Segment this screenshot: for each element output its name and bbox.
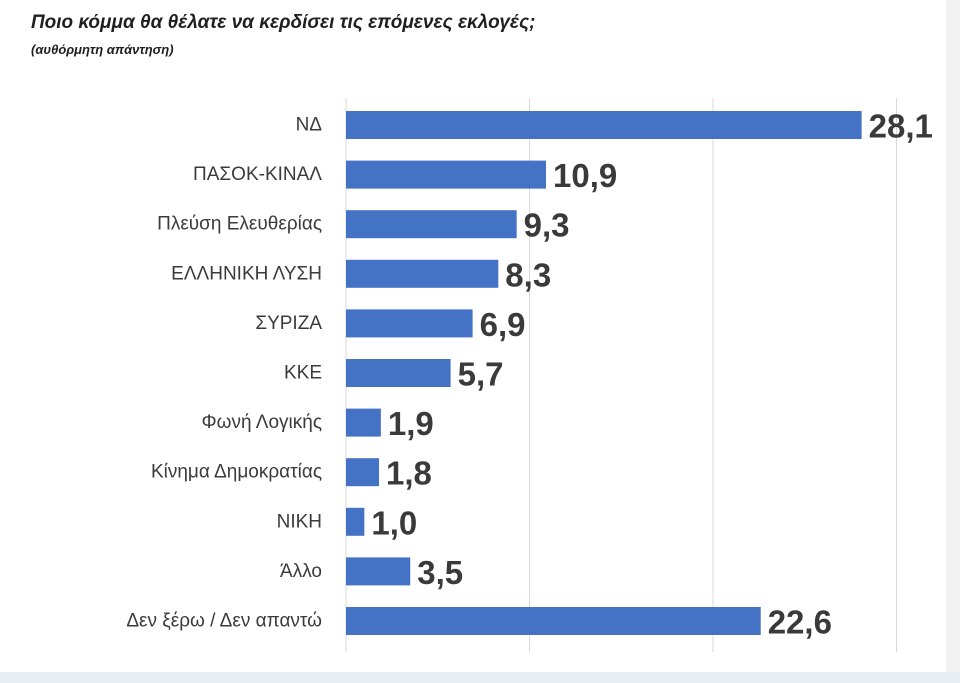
data-label: 1,9 <box>388 405 434 442</box>
bar <box>346 458 380 487</box>
category-label: ΝΙΚΗ <box>277 511 322 532</box>
data-label: 28,1 <box>869 108 933 145</box>
category-label: ΠΑΣΟΚ-ΚΙΝΑΛ <box>193 164 322 185</box>
data-label: 6,9 <box>480 306 526 343</box>
category-label: Φωνή Λογικής <box>202 412 323 433</box>
category-label: ΝΔ <box>296 115 323 136</box>
bar <box>346 111 862 139</box>
data-label: 8,3 <box>505 256 551 293</box>
bar <box>346 408 381 437</box>
bar <box>346 607 761 635</box>
bar <box>346 359 451 387</box>
bar <box>346 557 411 586</box>
data-label: 10,9 <box>553 157 617 194</box>
bar-chart: ΝΔ 28,1 ΠΑΣΟΚ-ΚΙΝΑΛ 10,9 Πλεύση Ελευθερίας 9,… <box>126 98 933 652</box>
bar <box>346 309 473 338</box>
bottom-edge-strip <box>0 672 960 683</box>
right-edge-strip <box>946 0 960 683</box>
data-label: 22,6 <box>768 604 832 641</box>
data-label: 1,8 <box>386 455 432 492</box>
chart-title: Ποιο κόμμα θα θέλατε να κερδίσει τις επό… <box>31 12 536 33</box>
category-label: Κίνημα Δημοκρατίας <box>151 462 322 483</box>
category-label: Δεν ξέρω / Δεν απαντώ <box>126 611 322 632</box>
data-label: 9,3 <box>524 207 570 244</box>
data-label: 3,5 <box>417 554 463 591</box>
bar <box>346 507 365 536</box>
category-label: ΣΥΡΙΖΑ <box>255 313 322 334</box>
bar <box>346 259 499 288</box>
bar <box>346 210 517 239</box>
data-label: 1,0 <box>371 504 417 541</box>
bar <box>346 160 547 189</box>
category-label: Άλλο <box>280 561 322 582</box>
chart-subtitle: (αυθόρμητη απάντηση) <box>31 42 174 57</box>
category-label: Πλεύση Ελευθερίας <box>157 214 322 235</box>
category-label: ΕΛΛΗΝΙΚΗ ΛΥΣΗ <box>171 263 322 284</box>
category-label: ΚΚΕ <box>284 363 322 384</box>
data-label: 5,7 <box>458 356 504 393</box>
